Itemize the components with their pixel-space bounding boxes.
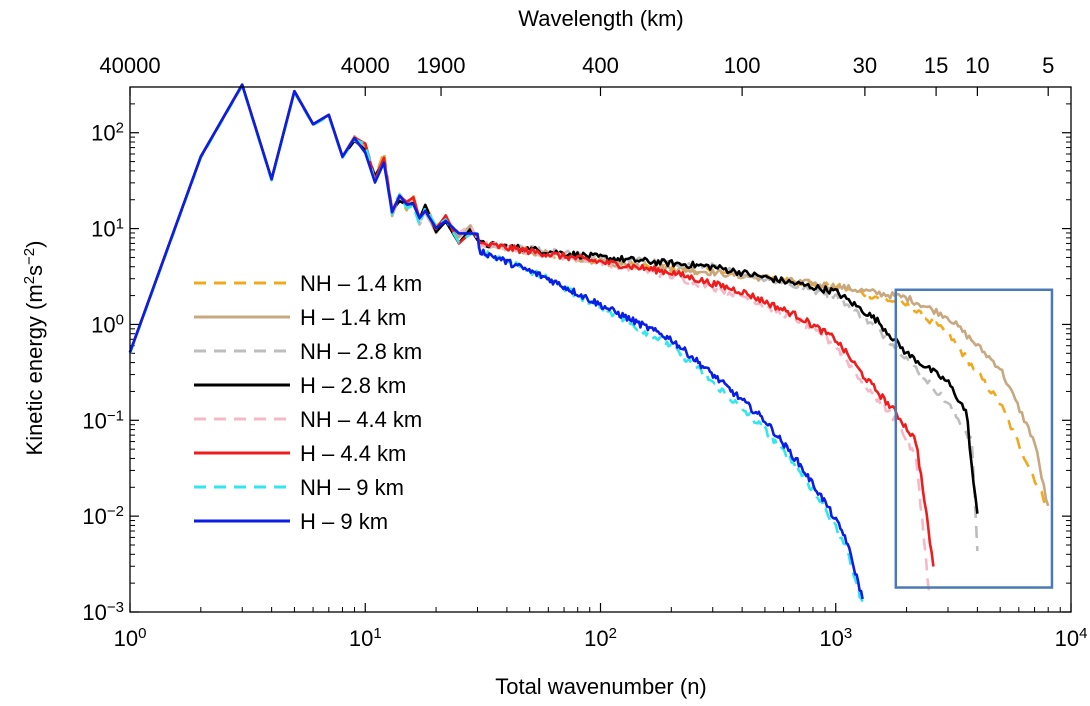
legend-label-1: H – 1.4 km — [300, 305, 406, 330]
series-line-6 — [128, 84, 864, 603]
y-tick-label: 10−2 — [82, 503, 124, 530]
x-axis-title: Total wavenumber (n) — [495, 674, 707, 699]
y-tick-label: 10−1 — [82, 407, 124, 434]
series-line-7 — [128, 83, 864, 600]
series-line-3 — [128, 83, 979, 514]
legend-label-5: H – 4.4 km — [300, 441, 406, 466]
highlight-box — [894, 288, 1054, 589]
legend-label-4: NH – 4.4 km — [300, 407, 422, 432]
y-tick-label: 102 — [91, 119, 124, 146]
legend-label-6: NH – 9 km — [300, 475, 404, 500]
x-tick-label: 103 — [819, 625, 852, 652]
top-tick-label: 4000 — [341, 53, 390, 78]
x-tick-label: 102 — [584, 625, 617, 652]
series-line-1 — [128, 83, 1050, 507]
axis-ticks: 100 101 102 103 104 102 101 100 10−1 10−2 10−3 4000… — [82, 53, 1087, 651]
legend-label-2: NH – 2.8 km — [300, 339, 422, 364]
y-tick-label: 10−3 — [82, 599, 124, 626]
legend-label-0: NH – 1.4 km — [300, 271, 422, 296]
top-tick-label: 15 — [924, 53, 948, 78]
top-tick-label: 1900 — [417, 53, 466, 78]
legend: NH – 1.4 km H – 1.4 km NH – 2.8 km H – 2.8 … — [194, 271, 422, 534]
x-tick-label: 100 — [114, 625, 147, 652]
x-tick-label: 104 — [1055, 625, 1088, 652]
top-tick-label: 30 — [853, 53, 877, 78]
top-tick-label: 5 — [1042, 53, 1054, 78]
y-tick-label: 100 — [91, 311, 124, 338]
plot-area — [128, 83, 1054, 603]
series-line-4 — [128, 84, 931, 594]
y-tick-label: 101 — [91, 215, 124, 242]
top-tick-label: 400 — [582, 53, 619, 78]
top-tick-label: 40000 — [99, 53, 160, 78]
x-tick-label: 101 — [349, 625, 382, 652]
legend-label-7: H – 9 km — [300, 509, 388, 534]
top-axis-title: Wavelength (km) — [518, 6, 683, 31]
y-axis-title: Kinetic energy (m2s−2) — [21, 241, 48, 456]
legend-label-3: H – 2.8 km — [300, 373, 406, 398]
plot-frame — [129, 86, 1072, 613]
top-tick-label: 100 — [724, 53, 761, 78]
series-line-5 — [128, 83, 935, 567]
top-tick-label: 10 — [965, 53, 989, 78]
